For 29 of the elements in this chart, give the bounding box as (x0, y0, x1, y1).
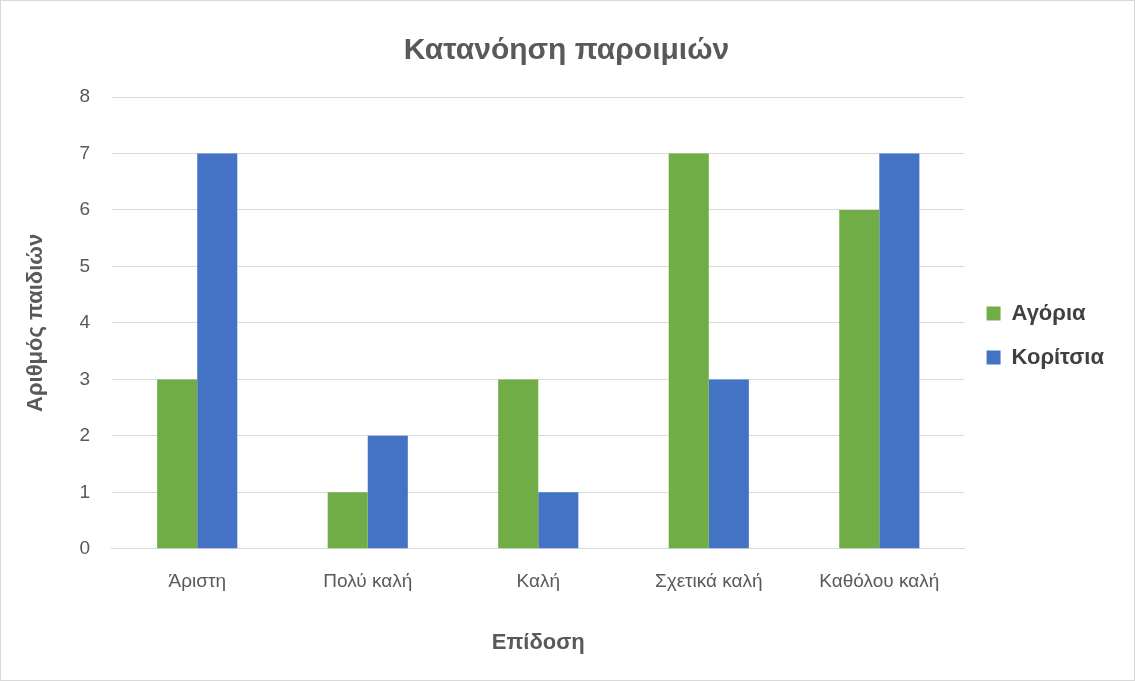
bar (668, 153, 709, 549)
bar (157, 379, 198, 549)
x-tick-label: Πολύ καλή (323, 570, 413, 592)
bar (839, 209, 880, 549)
x-tick-label: Καλή (516, 570, 561, 592)
bar (367, 435, 408, 549)
y-tick-label: 3 (79, 367, 90, 389)
y-tick-label: 4 (79, 311, 91, 333)
y-tick-label: 1 (79, 480, 90, 502)
bar (327, 492, 368, 549)
y-tick-label: 7 (79, 141, 90, 163)
bar (498, 379, 539, 549)
x-tick-label: Καθόλου καλή (819, 570, 940, 592)
y-tick-label: 6 (79, 198, 90, 220)
bar (708, 379, 749, 549)
x-axis-title: Επίδοση (491, 628, 585, 654)
y-tick-label: 5 (79, 254, 90, 276)
bar (538, 492, 579, 549)
x-tick-label: Σχετικά καλή (654, 570, 763, 592)
y-tick-label: 8 (79, 85, 90, 107)
y-tick-label: 2 (79, 424, 90, 446)
legend-label: Αγόρια (1011, 299, 1087, 325)
bar (197, 153, 238, 549)
chart-title: Κατανόηση παροιμιών (403, 32, 730, 66)
legend-label: Κορίτσια (1011, 343, 1105, 369)
y-axis-title: Αριθμός παιδιών (22, 233, 48, 412)
y-tick-label: 0 (79, 537, 90, 559)
x-tick-label: Άριστη (168, 570, 226, 592)
bar (879, 153, 920, 549)
